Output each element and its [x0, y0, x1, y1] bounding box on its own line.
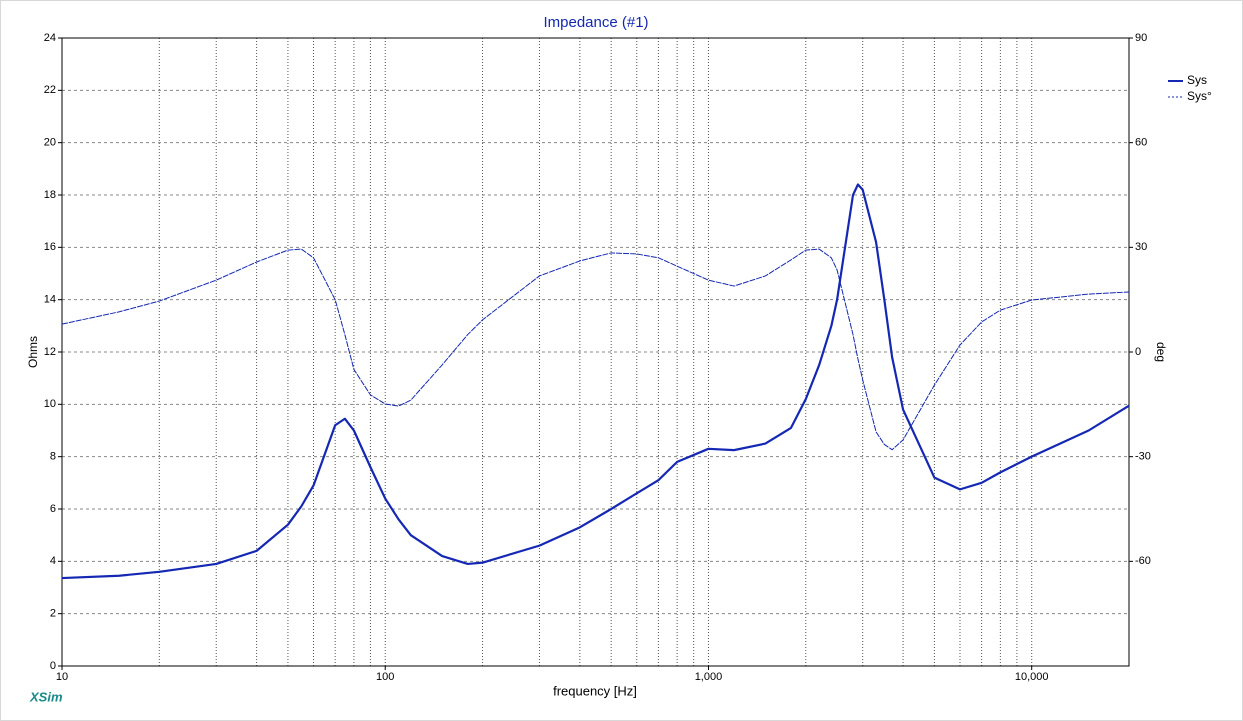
y-tick-label: 20: [44, 137, 56, 149]
y2-tick-label: 30: [1135, 241, 1147, 253]
legend-label: Sys°: [1187, 89, 1212, 103]
plot-frame: [61, 37, 1130, 667]
x-tick-label: 1,000: [695, 671, 723, 683]
y2-tick-label: 90: [1135, 32, 1147, 44]
y-tick-label: 8: [50, 451, 56, 463]
y-tick-label: 24: [44, 32, 56, 44]
x-axis-label: frequency [Hz]: [553, 683, 637, 698]
legend-label: Sys: [1187, 73, 1207, 87]
series-line: [61, 183, 1130, 580]
y-tick-label: 2: [50, 608, 56, 620]
y-axis-label: Ohms: [26, 336, 40, 368]
y2-tick-label: -60: [1135, 555, 1151, 567]
chart-title: Impedance (#1): [543, 14, 648, 31]
y-tick-label: 14: [44, 294, 56, 306]
y-tick-label: 6: [50, 503, 56, 515]
y-tick-label: 4: [50, 555, 56, 567]
y2-tick-label: -30: [1135, 451, 1151, 463]
x-tick-label: 10: [56, 671, 68, 683]
y-tick-label: 12: [44, 346, 56, 358]
watermark: XSim: [29, 689, 63, 704]
y-tick-label: 16: [44, 241, 56, 253]
y2-axis-label: deg: [1154, 342, 1168, 362]
y-tick-label: 0: [50, 660, 56, 672]
y-tick-label: 10: [44, 398, 56, 410]
y2-tick-label: 0: [1135, 346, 1141, 358]
y2-tick-label: 60: [1135, 137, 1147, 149]
series-line: [61, 248, 1130, 451]
x-tick-label: 10,000: [1015, 671, 1049, 683]
x-tick-label: 100: [376, 671, 394, 683]
y-tick-label: 22: [44, 84, 56, 96]
y-tick-label: 18: [44, 189, 56, 201]
